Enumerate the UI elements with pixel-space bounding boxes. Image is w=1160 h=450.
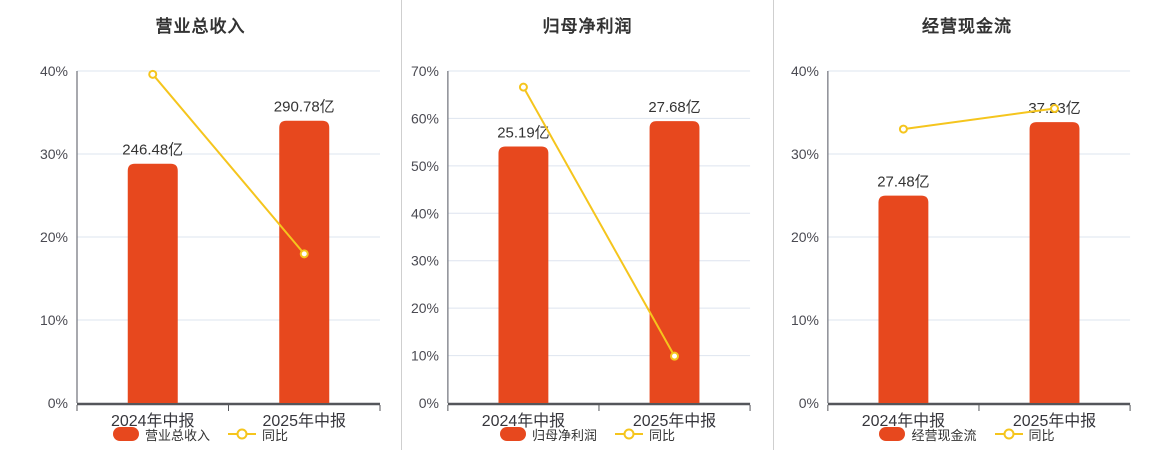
yoy-marker[interactable]: [898, 124, 908, 134]
bar-series-swatch: [879, 427, 906, 441]
bar-series-swatch: [499, 427, 526, 441]
yoy-marker[interactable]: [148, 69, 158, 79]
legend-label-revenue-yoy: 同比: [262, 427, 289, 443]
y-axis-tick-label: 40%: [411, 205, 439, 221]
legend-label-net-profit-yoy: 同比: [649, 427, 676, 443]
bar-2024年中报[interactable]: [878, 195, 929, 403]
x-axis-category-label: 2024年中报: [862, 412, 945, 430]
legend-label-cash-flow: 经营现金流: [911, 427, 977, 443]
bar-value-label: 25.19亿: [497, 124, 549, 141]
legend-label-cash-flow-yoy: 同比: [1028, 427, 1055, 443]
legend-item-net-profit-bar[interactable]: 归母净利润: [499, 425, 597, 444]
y-axis-tick-label: 20%: [791, 229, 819, 245]
bar-series-swatch: [112, 427, 139, 441]
bar-value-label: 27.48亿: [877, 174, 929, 191]
chart-panel-cash-flow: 经营现金流 0%10%20%30%40%27.48亿37.23亿2024年中报2…: [773, 0, 1160, 450]
legend-item-net-profit-yoy[interactable]: 同比: [615, 425, 675, 444]
revenue-chart-canvas: 0% 10% 20% 30% 40% 246.48亿 290.78亿 2024年中报 2025年…: [40, 63, 381, 430]
net-profit-chart-canvas: 0% 10% 20% 30% 40% 50% 60% 70% 25.19亿 27.68亿 2024年…: [411, 63, 751, 430]
y-axis-tick-label: 30%: [791, 146, 819, 162]
y-axis-tick-label: 40%: [791, 63, 819, 79]
yoy-marker[interactable]: [299, 249, 309, 259]
y-axis-tick-label: 10%: [411, 348, 439, 364]
y-axis-tick-label: 20%: [411, 300, 439, 316]
bar-value-label: 246.48亿: [122, 142, 183, 159]
bar-value-label: 290.78亿: [274, 99, 335, 116]
line-series-marker-icon: [228, 427, 256, 441]
yoy-line[interactable]: [151, 73, 306, 255]
x-axis-category-label: 2024年中报: [111, 412, 195, 430]
y-axis-tick-label: 60%: [411, 110, 439, 126]
yoy-marker[interactable]: [518, 82, 528, 92]
legend-label-revenue: 营业总收入: [144, 427, 210, 443]
x-axis-category-label: 2025年中报: [633, 412, 716, 430]
chart-title-cash-flow: 经营现金流: [922, 17, 1012, 36]
yoy-marker[interactable]: [1050, 104, 1060, 114]
yoy-line[interactable]: [903, 107, 1055, 131]
y-axis-tick-label: 20%: [40, 229, 68, 245]
legend-item-revenue-bar[interactable]: 营业总收入: [112, 425, 210, 444]
y-axis-tick-label: 30%: [411, 253, 439, 269]
chart-panel-net-profit: 归母净利润 0% 10% 20% 30% 40% 50% 60% 70% 25.19亿 27.68…: [401, 0, 773, 450]
x-axis-category-label: 2025年中报: [1013, 412, 1096, 430]
x-axis-category-label: 2025年中报: [262, 412, 346, 430]
line-series-marker-icon: [615, 427, 643, 441]
y-axis-tick-label: 10%: [791, 312, 819, 328]
yoy-line[interactable]: [522, 86, 676, 357]
y-axis-tick-label: 50%: [411, 158, 439, 174]
bar-value-label: 27.68亿: [648, 99, 700, 116]
y-axis-tick-label: 0%: [48, 395, 68, 411]
y-axis-tick-label: 40%: [40, 63, 68, 79]
bar-2025年中报[interactable]: [649, 121, 700, 403]
legend-item-revenue-yoy[interactable]: 同比: [228, 425, 288, 444]
legend-item-cash-flow-bar[interactable]: 经营现金流: [879, 425, 977, 444]
legend-item-cash-flow-yoy[interactable]: 同比: [994, 425, 1055, 444]
y-axis-tick-label: 0%: [799, 395, 819, 411]
y-axis-tick-label: 0%: [419, 395, 439, 411]
chart-title-revenue: 营业总收入: [155, 17, 246, 36]
line-series-marker-icon: [994, 427, 1023, 441]
legend-label-net-profit: 归母净利润: [531, 427, 597, 443]
bar-2024年中报[interactable]: [498, 146, 549, 403]
y-axis-tick-label: 10%: [40, 312, 68, 328]
y-axis-tick-label: 30%: [40, 146, 68, 162]
y-axis-tick-label: 70%: [411, 63, 439, 79]
net-profit-legend: 归母净利润 同比: [402, 424, 773, 444]
bar-2025年中报[interactable]: [1029, 122, 1080, 403]
chart-title-net-profit: 归母净利润: [542, 17, 633, 36]
x-axis-category-label: 2024年中报: [482, 412, 565, 430]
cash-flow-legend: 经营现金流 同比: [774, 424, 1160, 444]
chart-panel-revenue: 营业总收入 0% 10% 20% 30% 40% 246.48亿 290.78亿 2024年中…: [0, 0, 401, 450]
bar-2025年中报[interactable]: [279, 120, 330, 403]
revenue-legend: 营业总收入 同比: [0, 424, 401, 444]
yoy-marker[interactable]: [670, 351, 680, 361]
cash-flow-chart-canvas: 0%10%20%30%40%27.48亿37.23亿2024年中报2025年中报: [791, 63, 1131, 430]
bar-2024年中报[interactable]: [127, 163, 178, 403]
